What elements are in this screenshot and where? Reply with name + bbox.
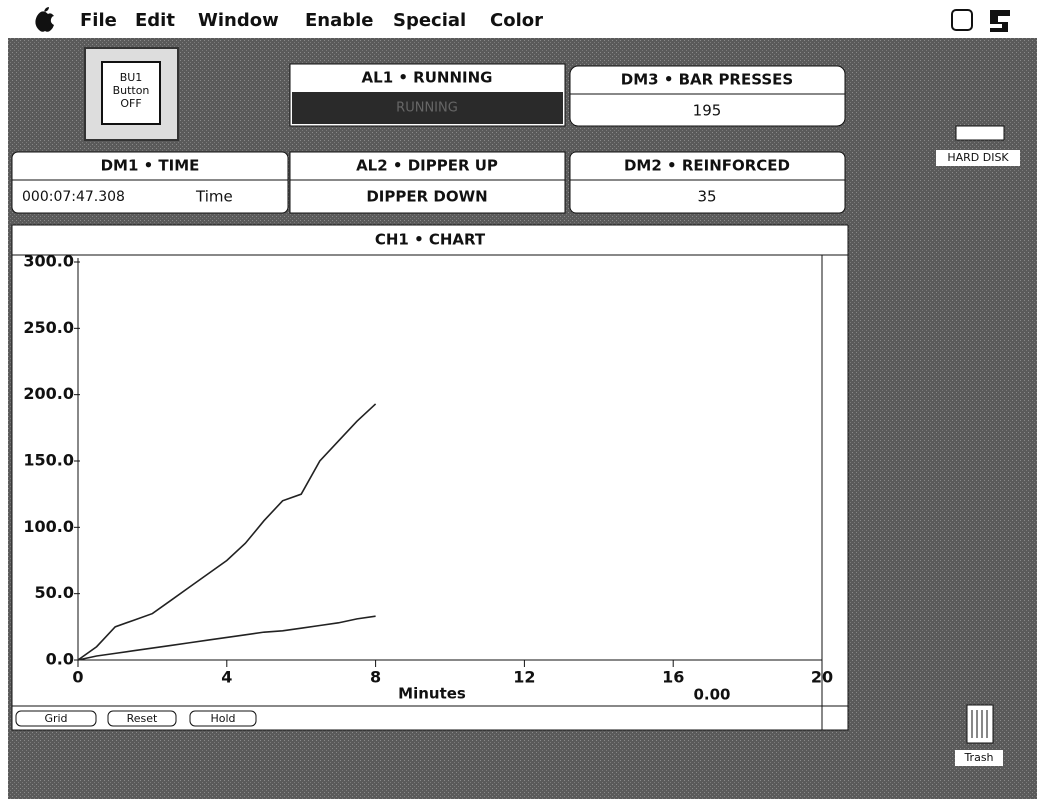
y-tick-label: 200.0	[23, 384, 74, 403]
panel-title: AL2 • DIPPER UP	[356, 157, 498, 175]
menu-item[interactable]: Color	[490, 10, 543, 31]
screen: File Edit Window Enable Special Color BU1 But…	[0, 0, 1037, 799]
disk-icon[interactable]	[956, 126, 1004, 140]
y-tick-label: 150.0	[23, 451, 74, 470]
panel-title: DM1 • TIME	[101, 157, 200, 175]
x-tick-label: 0	[72, 668, 83, 687]
disk-label[interactable]: HARD DISK	[947, 151, 1009, 164]
button-label: BU1	[120, 71, 143, 84]
y-tick-label: 50.0	[35, 583, 74, 602]
menu-item[interactable]: Edit	[135, 10, 175, 31]
panel-value: 35	[697, 188, 716, 206]
trash-label[interactable]: Trash	[963, 751, 993, 764]
menu-item[interactable]: Window	[198, 10, 279, 31]
menu-item[interactable]: Enable	[305, 10, 374, 31]
trash-icon[interactable]	[967, 705, 993, 743]
y-tick-label: 250.0	[23, 318, 74, 337]
panel-title: AL1 • RUNNING	[362, 69, 493, 87]
readout: 0.00	[693, 686, 730, 704]
panel-value: RUNNING	[396, 101, 458, 116]
x-tick-label: 8	[370, 668, 381, 687]
y-tick-label: 0.0	[46, 650, 74, 669]
button-label: OFF	[120, 97, 141, 110]
menu-item[interactable]: File	[80, 10, 117, 31]
x-tick-label: 16	[662, 668, 684, 687]
chart-title: CH1 • CHART	[375, 231, 486, 249]
x-tick-label: 20	[811, 668, 833, 687]
chart-button-label[interactable]: Reset	[127, 712, 158, 725]
chart-button-label[interactable]: Grid	[44, 712, 67, 725]
panel-value: 195	[693, 102, 722, 120]
y-tick-label: 300.0	[23, 252, 74, 271]
panel-unit: Time	[195, 188, 233, 206]
x-tick-label: 12	[513, 668, 535, 687]
menu-item[interactable]: Special	[393, 10, 466, 31]
y-tick-label: 100.0	[23, 517, 74, 536]
panel-title: DM2 • REINFORCED	[624, 157, 790, 175]
button-label: Button	[113, 84, 150, 97]
chart-window	[12, 225, 848, 730]
panel-value: DIPPER DOWN	[366, 188, 487, 206]
chart-button-label[interactable]: Hold	[210, 712, 235, 725]
x-axis-label: Minutes	[398, 685, 466, 703]
x-tick-label: 4	[221, 668, 232, 687]
panel-title: DM3 • BAR PRESSES	[621, 71, 793, 89]
panel-value: 000:07:47.308	[22, 189, 125, 205]
